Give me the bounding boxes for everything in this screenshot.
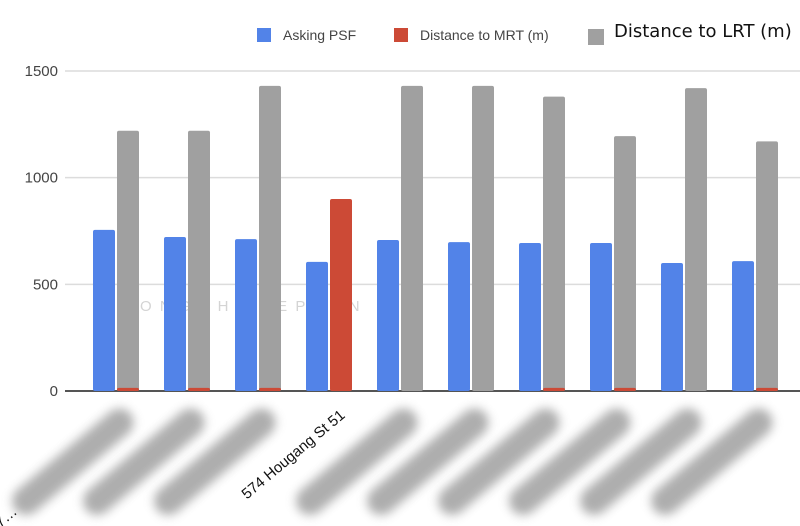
blurred-label bbox=[509, 408, 631, 515]
bar-distance-mrt bbox=[614, 387, 636, 391]
legend-label: Distance to MRT (m) bbox=[420, 27, 549, 43]
bar-asking-psf bbox=[164, 236, 186, 391]
bar-asking-psf bbox=[732, 261, 754, 391]
x-tick-label: 47… bbox=[0, 408, 134, 526]
legend-swatch bbox=[257, 28, 271, 42]
blurred-label bbox=[580, 408, 702, 515]
blurred-label bbox=[367, 408, 489, 515]
y-tick-label: 1000 bbox=[25, 170, 58, 187]
bar-asking-psf bbox=[519, 242, 541, 391]
bar-distance-lrt bbox=[259, 85, 281, 391]
bar-distance-mrt bbox=[117, 387, 139, 391]
bar-asking-psf bbox=[448, 242, 470, 391]
blurred-label bbox=[438, 408, 560, 515]
bar-distance-lrt bbox=[543, 96, 565, 391]
x-axis-labels: 47…574 Hougang St 51 bbox=[0, 407, 773, 526]
bar-distance-lrt bbox=[117, 130, 139, 391]
bar-asking-psf bbox=[661, 263, 683, 391]
bar-distance-mrt bbox=[259, 387, 281, 391]
y-tick-label: 0 bbox=[50, 383, 58, 400]
legend-label: Distance to LRT (m) bbox=[614, 21, 792, 42]
bar-distance-mrt bbox=[756, 387, 778, 391]
y-tick-label: 500 bbox=[33, 276, 58, 293]
blurred-label bbox=[83, 408, 205, 515]
bar-asking-psf bbox=[235, 239, 257, 391]
x-tick-label bbox=[83, 408, 205, 515]
bars bbox=[93, 85, 778, 392]
bar-asking-psf bbox=[306, 261, 328, 391]
legend-label: Asking PSF bbox=[283, 27, 356, 43]
x-tick-label bbox=[509, 408, 631, 515]
bar-asking-psf bbox=[590, 242, 612, 391]
bar-asking-psf bbox=[93, 229, 115, 391]
bar-distance-mrt bbox=[330, 199, 352, 391]
x-tick-label bbox=[296, 408, 418, 515]
bar-asking-psf bbox=[377, 239, 399, 391]
bar-distance-lrt bbox=[188, 130, 210, 391]
x-tick-label bbox=[651, 408, 773, 515]
bar-distance-lrt bbox=[472, 85, 494, 391]
legend-swatch bbox=[588, 29, 604, 45]
x-tick-label bbox=[580, 408, 702, 515]
legend: Asking PSF Distance to MRT (m) Distance to… bbox=[257, 21, 792, 45]
blurred-label bbox=[154, 408, 276, 515]
bar-distance-mrt bbox=[543, 387, 565, 391]
bar-distance-mrt bbox=[188, 387, 210, 391]
legend-swatch bbox=[394, 28, 408, 42]
bar-distance-lrt bbox=[401, 85, 423, 391]
blurred-label bbox=[296, 408, 418, 515]
x-tick-label bbox=[438, 408, 560, 515]
bar-distance-lrt bbox=[614, 136, 636, 391]
x-tick-label bbox=[367, 408, 489, 515]
bar-distance-lrt bbox=[756, 141, 778, 391]
x-tick-label bbox=[154, 408, 276, 515]
bar-distance-lrt bbox=[685, 88, 707, 392]
blurred-label bbox=[12, 408, 134, 515]
blurred-label bbox=[651, 408, 773, 515]
y-tick-label: 1500 bbox=[25, 63, 58, 80]
